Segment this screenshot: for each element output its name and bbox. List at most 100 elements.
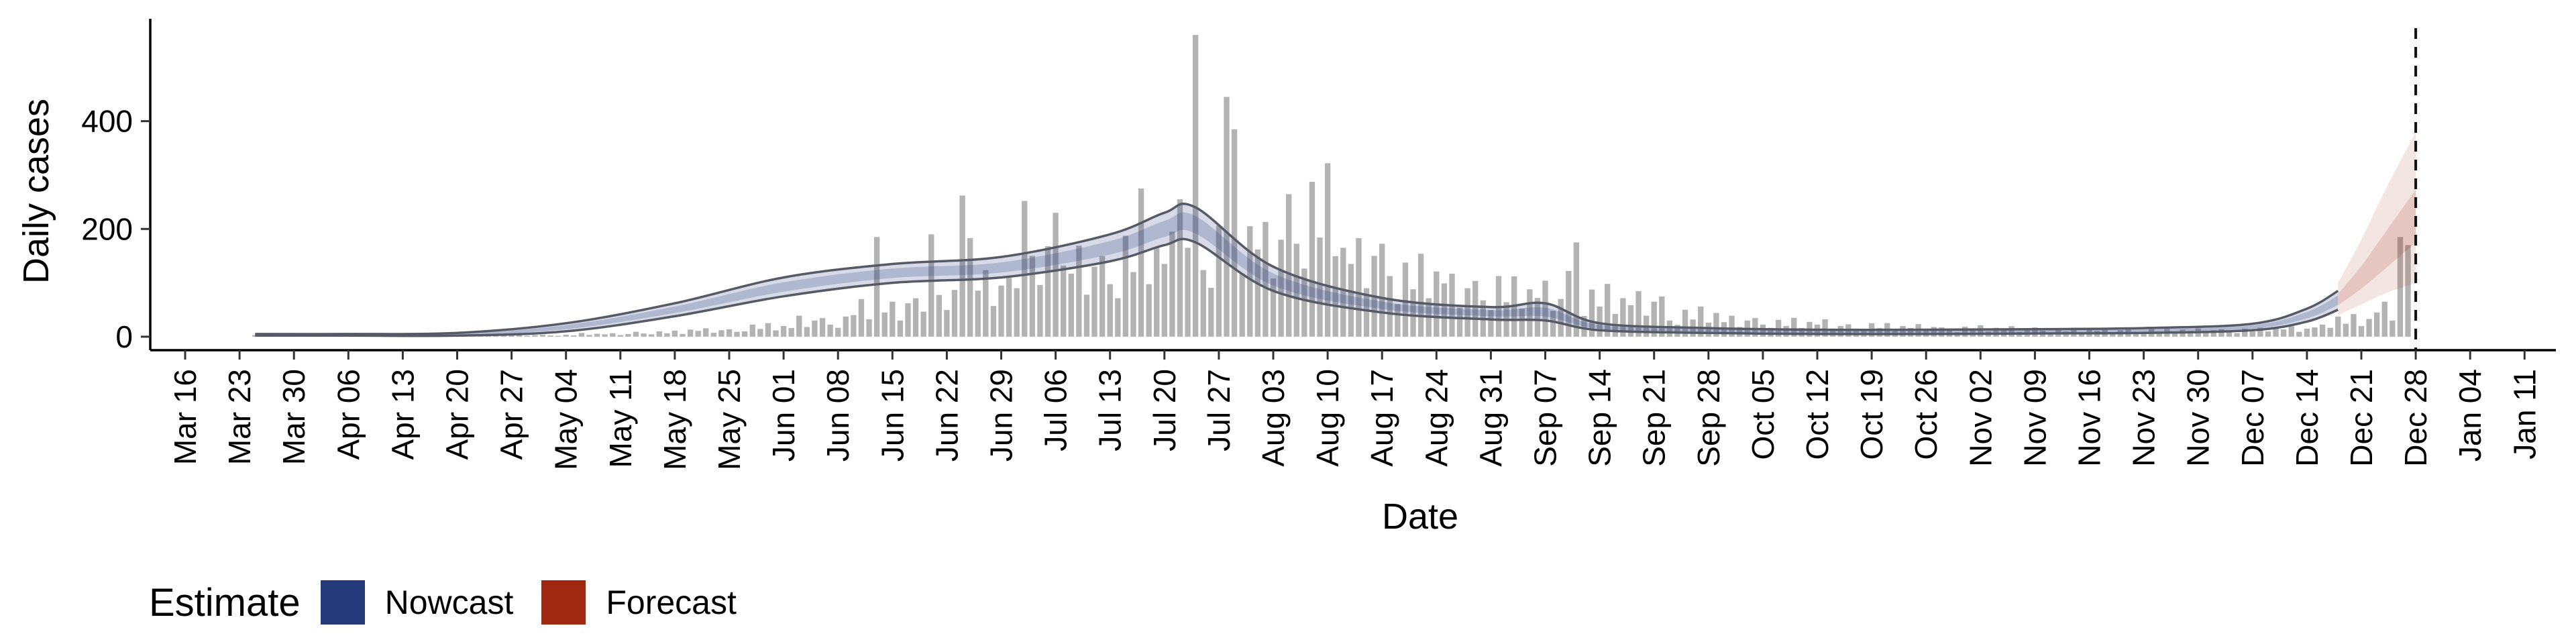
case-bar	[1666, 320, 1673, 337]
x-tick-label: Oct 05	[1746, 369, 1780, 460]
x-tick-label: Dec 28	[2398, 369, 2433, 467]
case-bar	[1324, 163, 1331, 337]
case-bar	[1169, 231, 1175, 337]
case-bar	[1278, 239, 1284, 337]
x-tick-label: Mar 23	[222, 369, 257, 465]
case-bar	[2171, 332, 2178, 337]
x-tick-label: Oct 26	[1909, 369, 1943, 460]
case-bar	[2366, 319, 2372, 337]
case-bar	[1705, 323, 1711, 337]
case-bar	[1192, 35, 1199, 337]
case-bar	[2141, 333, 2147, 337]
case-bar	[1698, 306, 1704, 337]
case-bar	[1076, 246, 1082, 337]
case-bar	[1558, 299, 1564, 337]
x-tick-label: Jul 06	[1038, 369, 1073, 451]
chart-svg: 0 200 400 Mar 16 Mar 23 Mar 30 Apr 06 Apr 13 Apr…	[16, 19, 2556, 537]
case-bar	[734, 331, 740, 337]
case-bar	[1177, 199, 1183, 337]
case-bar	[1931, 327, 1937, 337]
case-bar	[1597, 306, 1603, 337]
case-bar	[1729, 315, 1735, 337]
case-bar	[2133, 331, 2139, 337]
case-bar	[1263, 221, 1269, 337]
case-bar	[1247, 226, 1253, 337]
case-bar	[2071, 327, 2077, 337]
case-bar	[975, 290, 981, 337]
x-tick-label: Oct 12	[1800, 369, 1835, 460]
x-tick-label: Nov 30	[2181, 369, 2216, 467]
case-bar	[2203, 333, 2209, 337]
case-bar	[1900, 326, 1906, 337]
x-axis-title: Date	[1382, 496, 1458, 537]
x-tick-label: Jun 01	[766, 369, 801, 462]
legend-title: Estimate	[149, 580, 301, 625]
case-bar	[2304, 328, 2310, 337]
case-bar	[2226, 331, 2233, 337]
case-bar	[1799, 327, 1805, 337]
x-tick-label: Dec 14	[2290, 369, 2324, 467]
legend-key-forecast	[541, 580, 586, 625]
case-bar	[2078, 332, 2085, 337]
case-bar	[890, 301, 896, 337]
case-bar	[1627, 305, 1634, 337]
x-tick-label: Mar 16	[168, 369, 203, 465]
case-bar	[1216, 225, 1222, 337]
case-bar	[2381, 301, 2387, 337]
case-bar	[1022, 201, 1028, 337]
case-bar	[944, 310, 950, 337]
case-bar	[687, 329, 694, 337]
case-bar	[1566, 270, 1572, 337]
case-bar	[1387, 276, 1393, 337]
case-bar	[547, 335, 553, 337]
case-bar	[2390, 320, 2396, 337]
case-bar	[873, 237, 880, 337]
x-tick-label: May 18	[657, 369, 692, 470]
case-bar	[539, 335, 546, 337]
case-bar	[1356, 237, 1362, 337]
case-bar	[602, 334, 608, 337]
case-bar	[1029, 256, 1036, 337]
case-bar	[843, 316, 849, 337]
x-tick-label: May 25	[712, 369, 747, 470]
legend: Estimate Nowcast Forecast	[149, 576, 765, 629]
case-bar	[1674, 325, 1680, 337]
case-bar	[2008, 326, 2015, 337]
case-bar	[912, 298, 919, 337]
case-bar	[2234, 333, 2240, 337]
case-bar	[773, 330, 779, 337]
case-bar	[812, 320, 818, 337]
case-bar	[827, 324, 833, 337]
case-bar	[765, 323, 771, 337]
case-bar	[1146, 284, 1152, 337]
case-bar	[1410, 289, 1416, 337]
case-bar	[1472, 280, 1479, 337]
case-bar	[1068, 273, 1074, 337]
case-bar	[1014, 288, 1020, 337]
case-bar	[726, 329, 733, 337]
case-bar	[990, 306, 997, 337]
case-bar	[1083, 294, 1090, 337]
case-bar	[1122, 235, 1129, 337]
case-bar	[936, 294, 942, 337]
x-tick-label: Oct 19	[1854, 369, 1889, 460]
y-axis-title: Daily cases	[16, 99, 56, 284]
case-bar	[2335, 316, 2341, 337]
case-bar	[2327, 327, 2333, 337]
y-tick-label: 0	[115, 319, 133, 354]
x-tick-label: Jun 08	[820, 369, 855, 462]
legend-label-nowcast: Nowcast	[384, 584, 514, 621]
case-bar	[1340, 248, 1346, 337]
case-bar	[835, 327, 841, 337]
x-tick-label: Dec 07	[2235, 369, 2270, 467]
x-tick-label: Aug 17	[1364, 369, 1399, 467]
case-bar	[2032, 327, 2038, 337]
case-bar	[1760, 324, 1766, 337]
case-bar	[920, 311, 926, 337]
case-bar	[517, 334, 523, 337]
case-bar	[1907, 327, 1914, 337]
nowcast-lower-line	[255, 237, 2339, 337]
case-bar	[1402, 262, 1409, 337]
case-bar	[881, 312, 888, 337]
